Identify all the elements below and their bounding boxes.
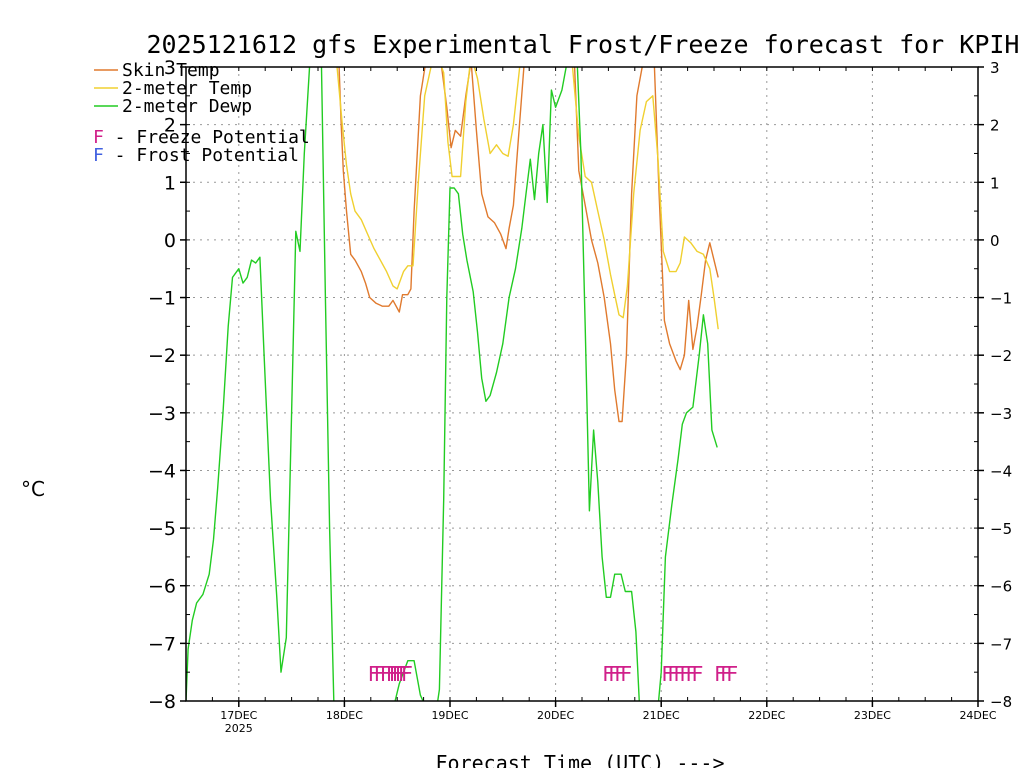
freeze-marker: FFFFFF [661,662,702,686]
x-tick-label: 23DEC [854,709,891,722]
x-tick-label: 22DEC [748,709,785,722]
legend-marker-text: - Freeze Potential [104,127,310,148]
x-tick-label: 18DEC [326,709,363,722]
legend-marker-letter: F [93,127,104,148]
y-tick-label-left: 1 [164,172,176,194]
y-tick-label-left: −8 [148,691,176,713]
x-tick-sublabel: 2025 [225,722,253,735]
y-tick-label-left: 2 [164,115,176,137]
x-tick-label: 19DEC [431,709,468,722]
series-2-meter-temp [336,67,719,330]
freeze-marker: FFF [714,662,737,686]
axes: 3 3 2 2 1 1 0 0 −1 −1 −2 −2 −3 −3 −4 −4 −5 −5 −6 −6 −7 −7 −8 −8… [148,57,1012,735]
y-tick-label-right: −4 [990,462,1012,480]
legend-marker-letter: F [93,145,104,166]
y-tick-label-right: −2 [990,347,1012,365]
y-tick-label-right: −5 [990,520,1012,538]
y-tick-label-left: 0 [164,230,176,252]
y-tick-label-left: −7 [148,633,176,655]
legend-label: 2-meter Dewp [122,96,252,117]
legend-marker-entry: F - Frost Potential [93,145,299,166]
y-tick-label-left: −5 [148,518,176,540]
legend-label: 2-meter Temp [122,78,252,99]
freeze-marker: FFFF [602,662,631,686]
series-skin-temp [320,67,719,423]
y-tick-label-right: 3 [990,59,1000,77]
y-tick-label-right: −7 [990,635,1012,653]
y-tick-label-left: −2 [148,345,176,367]
x-axis-label: Forecast Time (UTC) ---> [436,751,725,768]
y-tick-label-right: 1 [990,174,1000,192]
legend-marker-text: - Frost Potential [104,145,299,166]
y-tick-label-left: 3 [164,57,176,79]
legend-label: Skin Temp [122,60,220,81]
freeze-marker: FFF [389,662,412,686]
y-tick-label-right: −6 [990,578,1012,596]
y-tick-label-left: −6 [148,576,176,598]
x-tick-label: 20DEC [537,709,574,722]
y-tick-label-right: −8 [990,693,1012,711]
y-tick-label-right: 2 [990,117,1000,135]
y-axis-label: °C [21,477,45,501]
grid-lines [186,67,978,701]
y-tick-label-right: 0 [990,232,1000,250]
y-tick-label-left: −3 [148,403,176,425]
x-tick-label: 24DEC [959,709,996,722]
y-tick-label-left: −4 [148,460,176,482]
chart-title: 2025121612 gfs Experimental Frost/Freeze… [147,30,1020,59]
series-layer [186,67,719,701]
x-tick-label: 21DEC [643,709,680,722]
y-tick-label-right: −3 [990,405,1012,423]
series-2-meter-dewp [186,67,718,701]
plot-frame [185,66,979,702]
legend-marker-entry: F - Freeze Potential [93,127,310,148]
x-tick-label: 17DEC [220,709,257,722]
y-tick-label-left: −1 [148,288,176,310]
y-tick-label-right: −1 [990,290,1012,308]
